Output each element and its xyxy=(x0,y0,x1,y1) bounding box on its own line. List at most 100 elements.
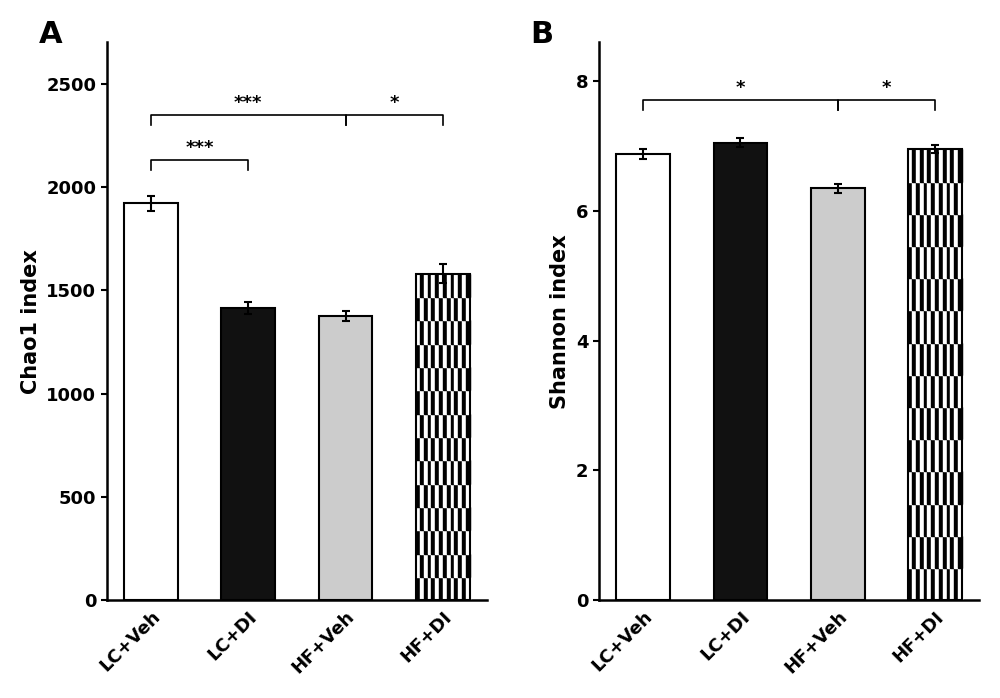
Bar xyxy=(927,246,931,278)
Bar xyxy=(927,181,931,214)
Bar xyxy=(458,390,462,414)
Bar xyxy=(462,390,466,414)
Bar xyxy=(954,278,958,311)
Bar xyxy=(931,311,935,343)
Bar xyxy=(931,246,935,278)
Bar xyxy=(451,367,454,390)
Bar xyxy=(908,343,912,375)
Bar xyxy=(424,554,428,577)
Bar xyxy=(939,246,943,278)
Bar xyxy=(947,246,950,278)
Bar xyxy=(462,274,466,297)
Bar xyxy=(935,536,939,568)
Bar xyxy=(458,460,462,484)
Bar xyxy=(920,439,924,471)
Bar xyxy=(431,390,435,414)
Bar xyxy=(958,246,962,278)
Bar xyxy=(447,414,451,437)
Bar xyxy=(454,367,458,390)
Bar xyxy=(424,274,428,297)
Bar xyxy=(420,484,424,507)
Bar xyxy=(447,297,451,320)
Bar xyxy=(420,367,424,390)
Bar xyxy=(416,484,420,507)
Bar xyxy=(908,149,962,600)
Bar xyxy=(943,278,947,311)
Bar xyxy=(916,246,920,278)
Bar xyxy=(908,407,912,439)
Bar xyxy=(435,507,439,530)
Bar xyxy=(954,343,958,375)
Bar xyxy=(451,274,454,297)
Bar xyxy=(935,439,939,471)
Bar xyxy=(416,414,420,437)
Bar xyxy=(431,507,435,530)
Bar xyxy=(435,437,439,460)
Bar xyxy=(466,577,470,600)
Bar xyxy=(908,181,912,214)
Bar xyxy=(935,407,939,439)
Bar xyxy=(943,536,947,568)
Bar xyxy=(950,568,954,600)
Bar xyxy=(431,577,435,600)
Bar xyxy=(428,577,431,600)
Bar xyxy=(920,343,924,375)
Bar xyxy=(454,390,458,414)
Bar xyxy=(454,484,458,507)
Bar xyxy=(927,278,931,311)
Bar xyxy=(424,390,428,414)
Bar xyxy=(443,274,447,297)
Bar xyxy=(912,278,916,311)
Bar xyxy=(931,343,935,375)
Bar xyxy=(466,414,470,437)
Bar xyxy=(451,343,454,367)
Bar xyxy=(935,214,939,246)
Bar xyxy=(927,471,931,503)
Bar xyxy=(943,375,947,407)
Bar xyxy=(912,181,916,214)
Bar xyxy=(950,503,954,536)
Bar xyxy=(950,375,954,407)
Bar xyxy=(458,297,462,320)
Bar xyxy=(939,375,943,407)
Bar xyxy=(447,343,451,367)
Bar xyxy=(431,437,435,460)
Bar xyxy=(912,439,916,471)
Bar xyxy=(908,503,912,536)
Bar xyxy=(916,375,920,407)
Bar xyxy=(924,214,927,246)
Bar xyxy=(416,460,420,484)
Bar xyxy=(950,439,954,471)
Bar xyxy=(954,568,958,600)
Bar xyxy=(931,375,935,407)
Bar xyxy=(462,320,466,343)
Bar xyxy=(908,471,912,503)
Bar xyxy=(447,437,451,460)
Bar xyxy=(939,503,943,536)
Bar xyxy=(462,577,466,600)
Bar xyxy=(439,460,443,484)
Bar xyxy=(454,320,458,343)
Bar xyxy=(424,414,428,437)
Bar xyxy=(931,439,935,471)
Bar xyxy=(447,484,451,507)
Bar xyxy=(939,311,943,343)
Bar xyxy=(431,530,435,554)
Bar xyxy=(458,554,462,577)
Bar xyxy=(931,503,935,536)
Bar xyxy=(947,214,950,246)
Bar xyxy=(954,375,958,407)
Bar xyxy=(916,343,920,375)
Bar xyxy=(451,577,454,600)
Bar xyxy=(454,274,458,297)
Bar xyxy=(435,554,439,577)
Bar xyxy=(927,149,931,181)
Bar xyxy=(912,503,916,536)
Bar xyxy=(420,320,424,343)
Bar xyxy=(943,343,947,375)
Bar xyxy=(943,407,947,439)
Bar xyxy=(420,577,424,600)
Bar xyxy=(447,554,451,577)
Bar xyxy=(431,343,435,367)
Bar xyxy=(458,414,462,437)
